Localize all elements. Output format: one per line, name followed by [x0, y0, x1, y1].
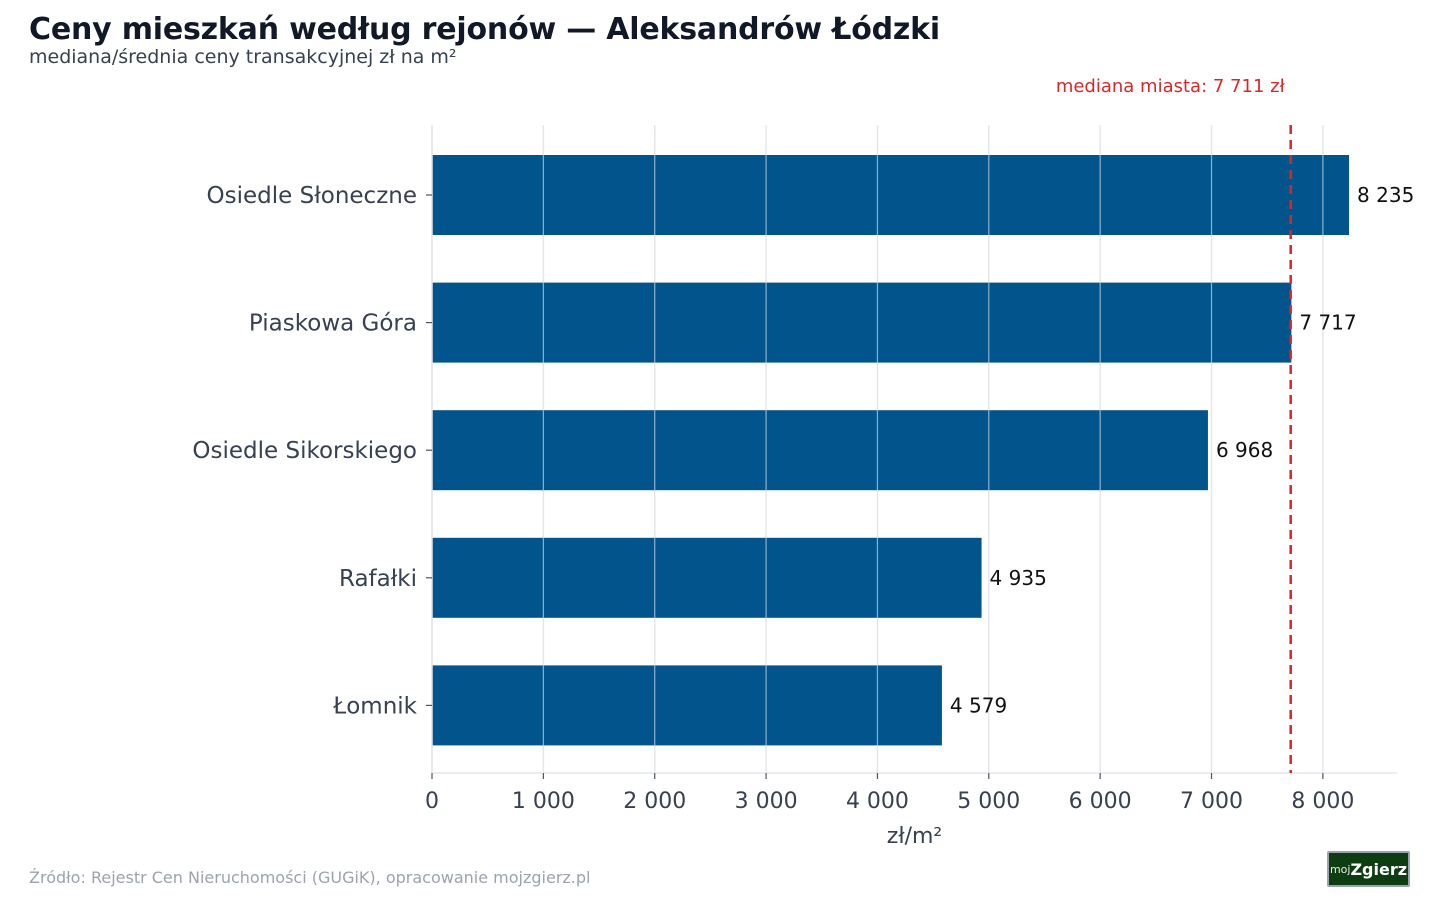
value-label: 6 968: [1216, 438, 1273, 462]
bar-2: [432, 410, 1208, 491]
x-tick-label: 3 000: [735, 789, 798, 814]
bar-0: [432, 155, 1350, 235]
bar-4: [432, 665, 942, 746]
category-label: Osiedle Słoneczne: [207, 183, 417, 209]
bar-1: [432, 282, 1292, 363]
x-tick-label: 4 000: [846, 789, 909, 814]
chart-title: Ceny mieszkań według rejonów — Aleksandr…: [29, 12, 941, 47]
x-tick-label: 1 000: [512, 789, 575, 814]
x-tick-label: 6 000: [1069, 789, 1132, 814]
city-median-label: mediana miasta: 7 711 zł: [1056, 76, 1286, 97]
category-label: Osiedle Sikorskiego: [192, 438, 417, 464]
value-label: 8 235: [1357, 183, 1414, 207]
category-label: Łomnik: [332, 693, 417, 719]
source-note: Źródło: Rejestr Cen Nieruchomości (GUGiK…: [29, 868, 591, 887]
value-label: 7 717: [1299, 311, 1356, 335]
chart-subtitle: mediana/średnia ceny transakcyjnej zł na…: [29, 46, 457, 68]
value-label: 4 935: [990, 566, 1047, 590]
value-label: 4 579: [950, 693, 1007, 717]
logo-name: Zgierz: [1350, 859, 1408, 879]
x-tick-label: 7 000: [1180, 789, 1243, 814]
bar-3: [432, 537, 982, 618]
mojzgierz-logo: moj Zgierz: [1327, 851, 1410, 887]
category-label: Piaskowa Góra: [249, 311, 417, 337]
logo-prefix: moj: [1329, 862, 1351, 876]
x-tick-label: 8 000: [1291, 789, 1354, 814]
x-tick-label: 2 000: [623, 789, 686, 814]
category-label: Rafałki: [339, 566, 417, 592]
x-tick-label: 0: [425, 789, 439, 814]
x-axis-label: zł/m²: [887, 824, 942, 849]
x-tick-label: 5 000: [957, 789, 1020, 814]
